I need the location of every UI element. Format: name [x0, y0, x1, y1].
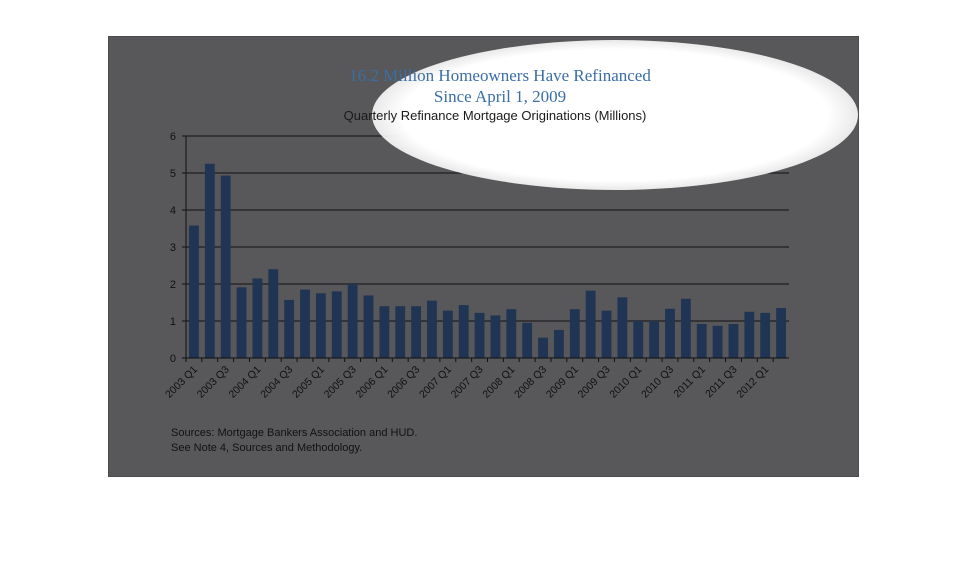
y-tick-label: 3: [170, 242, 176, 254]
x-tick-label: 2007 Q3: [449, 364, 486, 401]
x-tick-label: 2011 Q1: [671, 364, 708, 401]
bar-2009-q1: [569, 309, 580, 358]
sources-line1: Sources: Mortgage Bankers Association an…: [171, 427, 418, 439]
bar-2004-q4: [300, 289, 310, 358]
bar-2011-q3: [728, 323, 739, 358]
bar-2006-q4: [427, 300, 437, 358]
bar-2003-q4: [236, 287, 247, 358]
bar-2012-q2: [776, 308, 786, 358]
bar-2004-q3: [284, 299, 295, 358]
bar-2007-q4: [490, 315, 501, 358]
bar-2011-q1: [696, 323, 707, 358]
y-tick-label: 0: [170, 353, 176, 365]
bar-2004-q2: [268, 269, 279, 358]
bar-2004-q1: [252, 278, 263, 358]
x-tick-label: 2003 Q3: [195, 364, 232, 401]
x-tick-label: 2003 Q1: [163, 364, 200, 401]
bar-2011-q2: [712, 325, 723, 358]
bar-2008-q3: [538, 337, 548, 358]
bar-2005-q3: [347, 284, 358, 358]
y-tick-label: 5: [170, 168, 176, 180]
bar-2011-q4: [744, 311, 755, 358]
sources-note: Sources: Mortgage Bankers Association an…: [171, 426, 417, 456]
bar-2009-q4: [617, 297, 628, 358]
x-tick-label: 2004 Q1: [227, 364, 264, 401]
x-tick-label: 2007 Q1: [417, 364, 454, 401]
x-tick-label: 2006 Q3: [385, 364, 422, 401]
x-tick-label: 2009 Q3: [576, 364, 613, 401]
x-tick-label: 2011 Q3: [703, 364, 740, 401]
bar-2007-q2: [458, 305, 469, 358]
bar-2006-q3: [411, 306, 422, 358]
bar-2010-q3: [665, 308, 675, 358]
bar-2008-q1: [506, 309, 517, 358]
bar-2005-q2: [331, 291, 342, 358]
x-tick-label: 2009 Q1: [544, 364, 581, 401]
x-tick-label: 2012 Q1: [734, 364, 771, 401]
bar-2008-q2: [522, 322, 533, 358]
bar-2007-q3: [474, 312, 485, 358]
x-tick-label: 2006 Q1: [353, 364, 390, 401]
y-axis: 0 1 2 3 4 5 6: [170, 131, 187, 365]
bar-2010-q4: [680, 298, 691, 358]
bar-2009-q2: [585, 290, 596, 358]
bar-2006-q2: [395, 306, 406, 358]
x-tick-label: 2005 Q1: [290, 364, 327, 401]
chart-title-line1: 16.2 Million Homeowners Have Refinanced: [349, 66, 651, 85]
bar-2010-q1: [633, 321, 644, 358]
bar-2006-q1: [379, 306, 390, 358]
bar-2003-q3: [220, 175, 231, 358]
x-tick-label: 2004 Q3: [258, 364, 295, 401]
bar-2007-q1: [442, 310, 453, 358]
bar-2005-q1: [315, 293, 326, 358]
bar-2009-q3: [601, 310, 612, 358]
y-tick-label: 4: [170, 205, 176, 217]
bar-2012-q1: [760, 312, 771, 358]
y-tick-label: 1: [170, 316, 176, 328]
bar-2008-q4: [553, 329, 564, 358]
y-tick-label: 2: [170, 279, 176, 291]
bar-2005-q4: [363, 295, 374, 358]
x-tick-label: 2005 Q3: [322, 364, 359, 401]
bar-2003-q2: [204, 163, 215, 358]
x-tick-label: 2008 Q1: [480, 364, 517, 401]
y-tick-label: 6: [170, 131, 176, 143]
chart-subtitle: Quarterly Refinance Mortgage Origination…: [343, 108, 647, 123]
sources-line2: See Note 4, Sources and Methodology.: [171, 442, 363, 454]
bars: [189, 163, 786, 358]
bar-2010-q2: [649, 321, 660, 358]
x-tick-label: 2010 Q1: [607, 364, 644, 401]
chart-title-line2: Since April 1, 2009: [433, 87, 567, 106]
bar-2003-q1: [189, 225, 199, 358]
x-tick-label: 2008 Q3: [512, 364, 549, 401]
x-tick-label: 2010 Q3: [639, 364, 676, 401]
